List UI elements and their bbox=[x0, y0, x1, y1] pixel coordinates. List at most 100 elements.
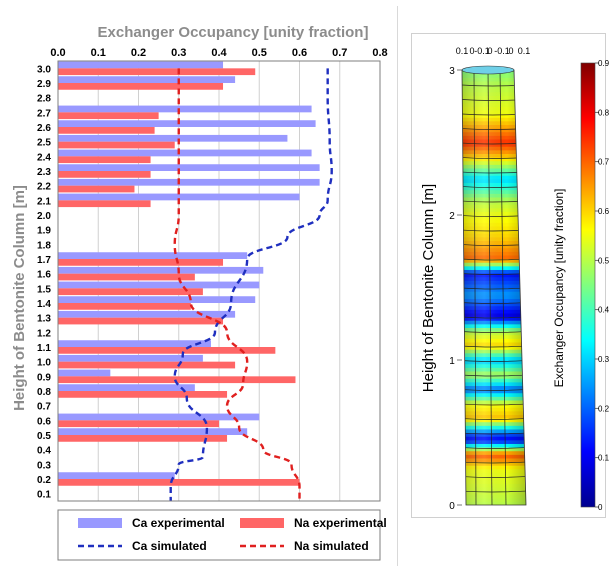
mesh-line bbox=[462, 84, 526, 87]
render-panel-frame bbox=[411, 33, 606, 518]
mesh-line bbox=[462, 214, 526, 217]
colorbar-tick-label: 0.1 bbox=[598, 454, 610, 463]
x-tick-label: 0.8 bbox=[372, 47, 387, 59]
ca-experimental-bar bbox=[58, 354, 203, 362]
render-y-tick-label: 0 bbox=[449, 501, 455, 512]
column-mesh bbox=[462, 70, 526, 505]
x-tick-label: 0.5 bbox=[252, 47, 267, 59]
chart-title: Exchanger Occupancy [unity fraction] bbox=[98, 24, 369, 41]
y-tick-label: 1.7 bbox=[37, 255, 51, 266]
y-tick-label: 2.4 bbox=[37, 152, 51, 163]
render-top-ticks: 0.1 0 -0.10 -0.10 0.1 bbox=[456, 46, 531, 56]
colorbar-tick-label: 0.3 bbox=[598, 355, 610, 364]
ca-experimental-bar bbox=[58, 252, 248, 259]
render-top-tick-label: 0 bbox=[469, 46, 474, 56]
mesh-line bbox=[462, 301, 526, 304]
na-experimental-bar bbox=[58, 185, 135, 193]
legend-swatch bbox=[240, 518, 284, 528]
colorbar-ticks: 0.9 0.8 0.7 0.6 0.5 0.4 0.3 0.2 0.1 0 bbox=[595, 59, 610, 512]
ca-simulated-line bbox=[169, 68, 333, 502]
na-experimental-bar bbox=[58, 200, 151, 208]
na-experimental-bar bbox=[58, 68, 256, 76]
mesh-line bbox=[462, 185, 526, 188]
mesh-line bbox=[499, 70, 507, 505]
ca-experimental-bar bbox=[58, 164, 320, 171]
y-tick-label: 0.2 bbox=[37, 475, 51, 486]
y-tick-label: 1.3 bbox=[37, 314, 51, 325]
y-tick-label: 2.5 bbox=[37, 138, 51, 149]
mesh-line bbox=[462, 359, 526, 362]
na-experimental-bar bbox=[58, 171, 151, 178]
na-experimental-bar bbox=[58, 288, 203, 296]
na-experimental-bar bbox=[58, 420, 219, 428]
y-tick-label: 2.1 bbox=[37, 196, 51, 207]
y-tick-label: 3.0 bbox=[37, 64, 51, 75]
mesh-line bbox=[462, 229, 526, 232]
colorbar-tick-label: 0.2 bbox=[598, 404, 610, 413]
x-tick-label: 0.6 bbox=[292, 47, 307, 59]
x-tick-label: 0.2 bbox=[131, 47, 146, 59]
mesh-line bbox=[462, 417, 526, 420]
y-tick-label: 2.9 bbox=[37, 79, 51, 90]
colorbar bbox=[580, 62, 596, 508]
column-shading bbox=[462, 70, 526, 505]
colorbar-tick-label: 0.9 bbox=[598, 59, 610, 68]
na-experimental-bar bbox=[58, 273, 195, 281]
y-tick-label: 1.9 bbox=[37, 226, 51, 237]
bars bbox=[58, 61, 320, 486]
mesh-line bbox=[462, 330, 526, 333]
y-tick-label: 2.2 bbox=[37, 182, 51, 193]
mesh-line bbox=[462, 490, 526, 493]
y-tick-label: 1.8 bbox=[37, 240, 51, 251]
legend-label: Ca simulated bbox=[132, 539, 207, 553]
colorbar-label: Exchanger Occupancy [unity fraction] bbox=[552, 189, 566, 388]
y-tick-label: 1.2 bbox=[37, 328, 51, 339]
na-experimental-bar bbox=[58, 317, 224, 325]
na-experimental-bar bbox=[58, 347, 276, 354]
legend: Ca experimental Na experimental Ca simulat… bbox=[57, 509, 387, 561]
mesh-line bbox=[462, 446, 526, 449]
y-tick-label: 1.5 bbox=[37, 284, 51, 295]
colorbar-tick-label: 0.7 bbox=[598, 158, 610, 167]
mesh-line bbox=[462, 171, 526, 174]
mesh-line bbox=[462, 243, 526, 246]
mesh-line bbox=[487, 70, 493, 505]
panel-divider bbox=[397, 6, 398, 566]
x-tick-label: 0.0 bbox=[50, 47, 65, 59]
column-top bbox=[461, 65, 515, 75]
na-experimental-bar bbox=[58, 303, 191, 310]
y-tick-label: 2.7 bbox=[37, 108, 51, 119]
y-tick-label: 0.9 bbox=[37, 372, 51, 383]
mesh-line bbox=[462, 388, 526, 391]
render-y-tick-label: 3 bbox=[449, 66, 455, 77]
legend-label: Ca experimental bbox=[132, 516, 225, 530]
mesh-line bbox=[462, 461, 526, 464]
x-tick-label: 0.1 bbox=[91, 47, 106, 59]
mesh-line bbox=[462, 258, 526, 261]
render-y-tick-label: 1 bbox=[449, 356, 455, 367]
mesh-line bbox=[462, 98, 526, 101]
ca-experimental-bar bbox=[58, 105, 312, 113]
render-y-axis-label: Height of Bentonite Column [m] bbox=[420, 184, 437, 392]
ca-experimental-bar bbox=[58, 369, 111, 377]
legend-label: Na experimental bbox=[294, 516, 387, 530]
mesh-line bbox=[462, 272, 526, 275]
y-tick-label: 0.7 bbox=[37, 402, 51, 413]
na-experimental-bar bbox=[58, 259, 224, 266]
mesh-line bbox=[462, 374, 526, 377]
colorbar-tick-label: 0.4 bbox=[598, 306, 610, 315]
mesh-line bbox=[462, 316, 526, 319]
na-experimental-bar bbox=[58, 127, 155, 134]
na-experimental-bar bbox=[58, 112, 159, 120]
plot-frame bbox=[57, 60, 381, 502]
na-experimental-bar bbox=[58, 376, 296, 384]
y-tick-label: 2.8 bbox=[37, 94, 51, 105]
render-top-tick-label: 0 bbox=[508, 46, 513, 56]
ca-experimental-bar bbox=[58, 384, 195, 391]
render-top-tick-label: -0.1 bbox=[474, 46, 490, 56]
colorbar-tick-label: 0.6 bbox=[598, 207, 610, 216]
colorbar-tick-label: 0 bbox=[598, 503, 603, 512]
render-top-tick-label: -0.1 bbox=[494, 46, 510, 56]
mesh-line bbox=[462, 432, 526, 435]
